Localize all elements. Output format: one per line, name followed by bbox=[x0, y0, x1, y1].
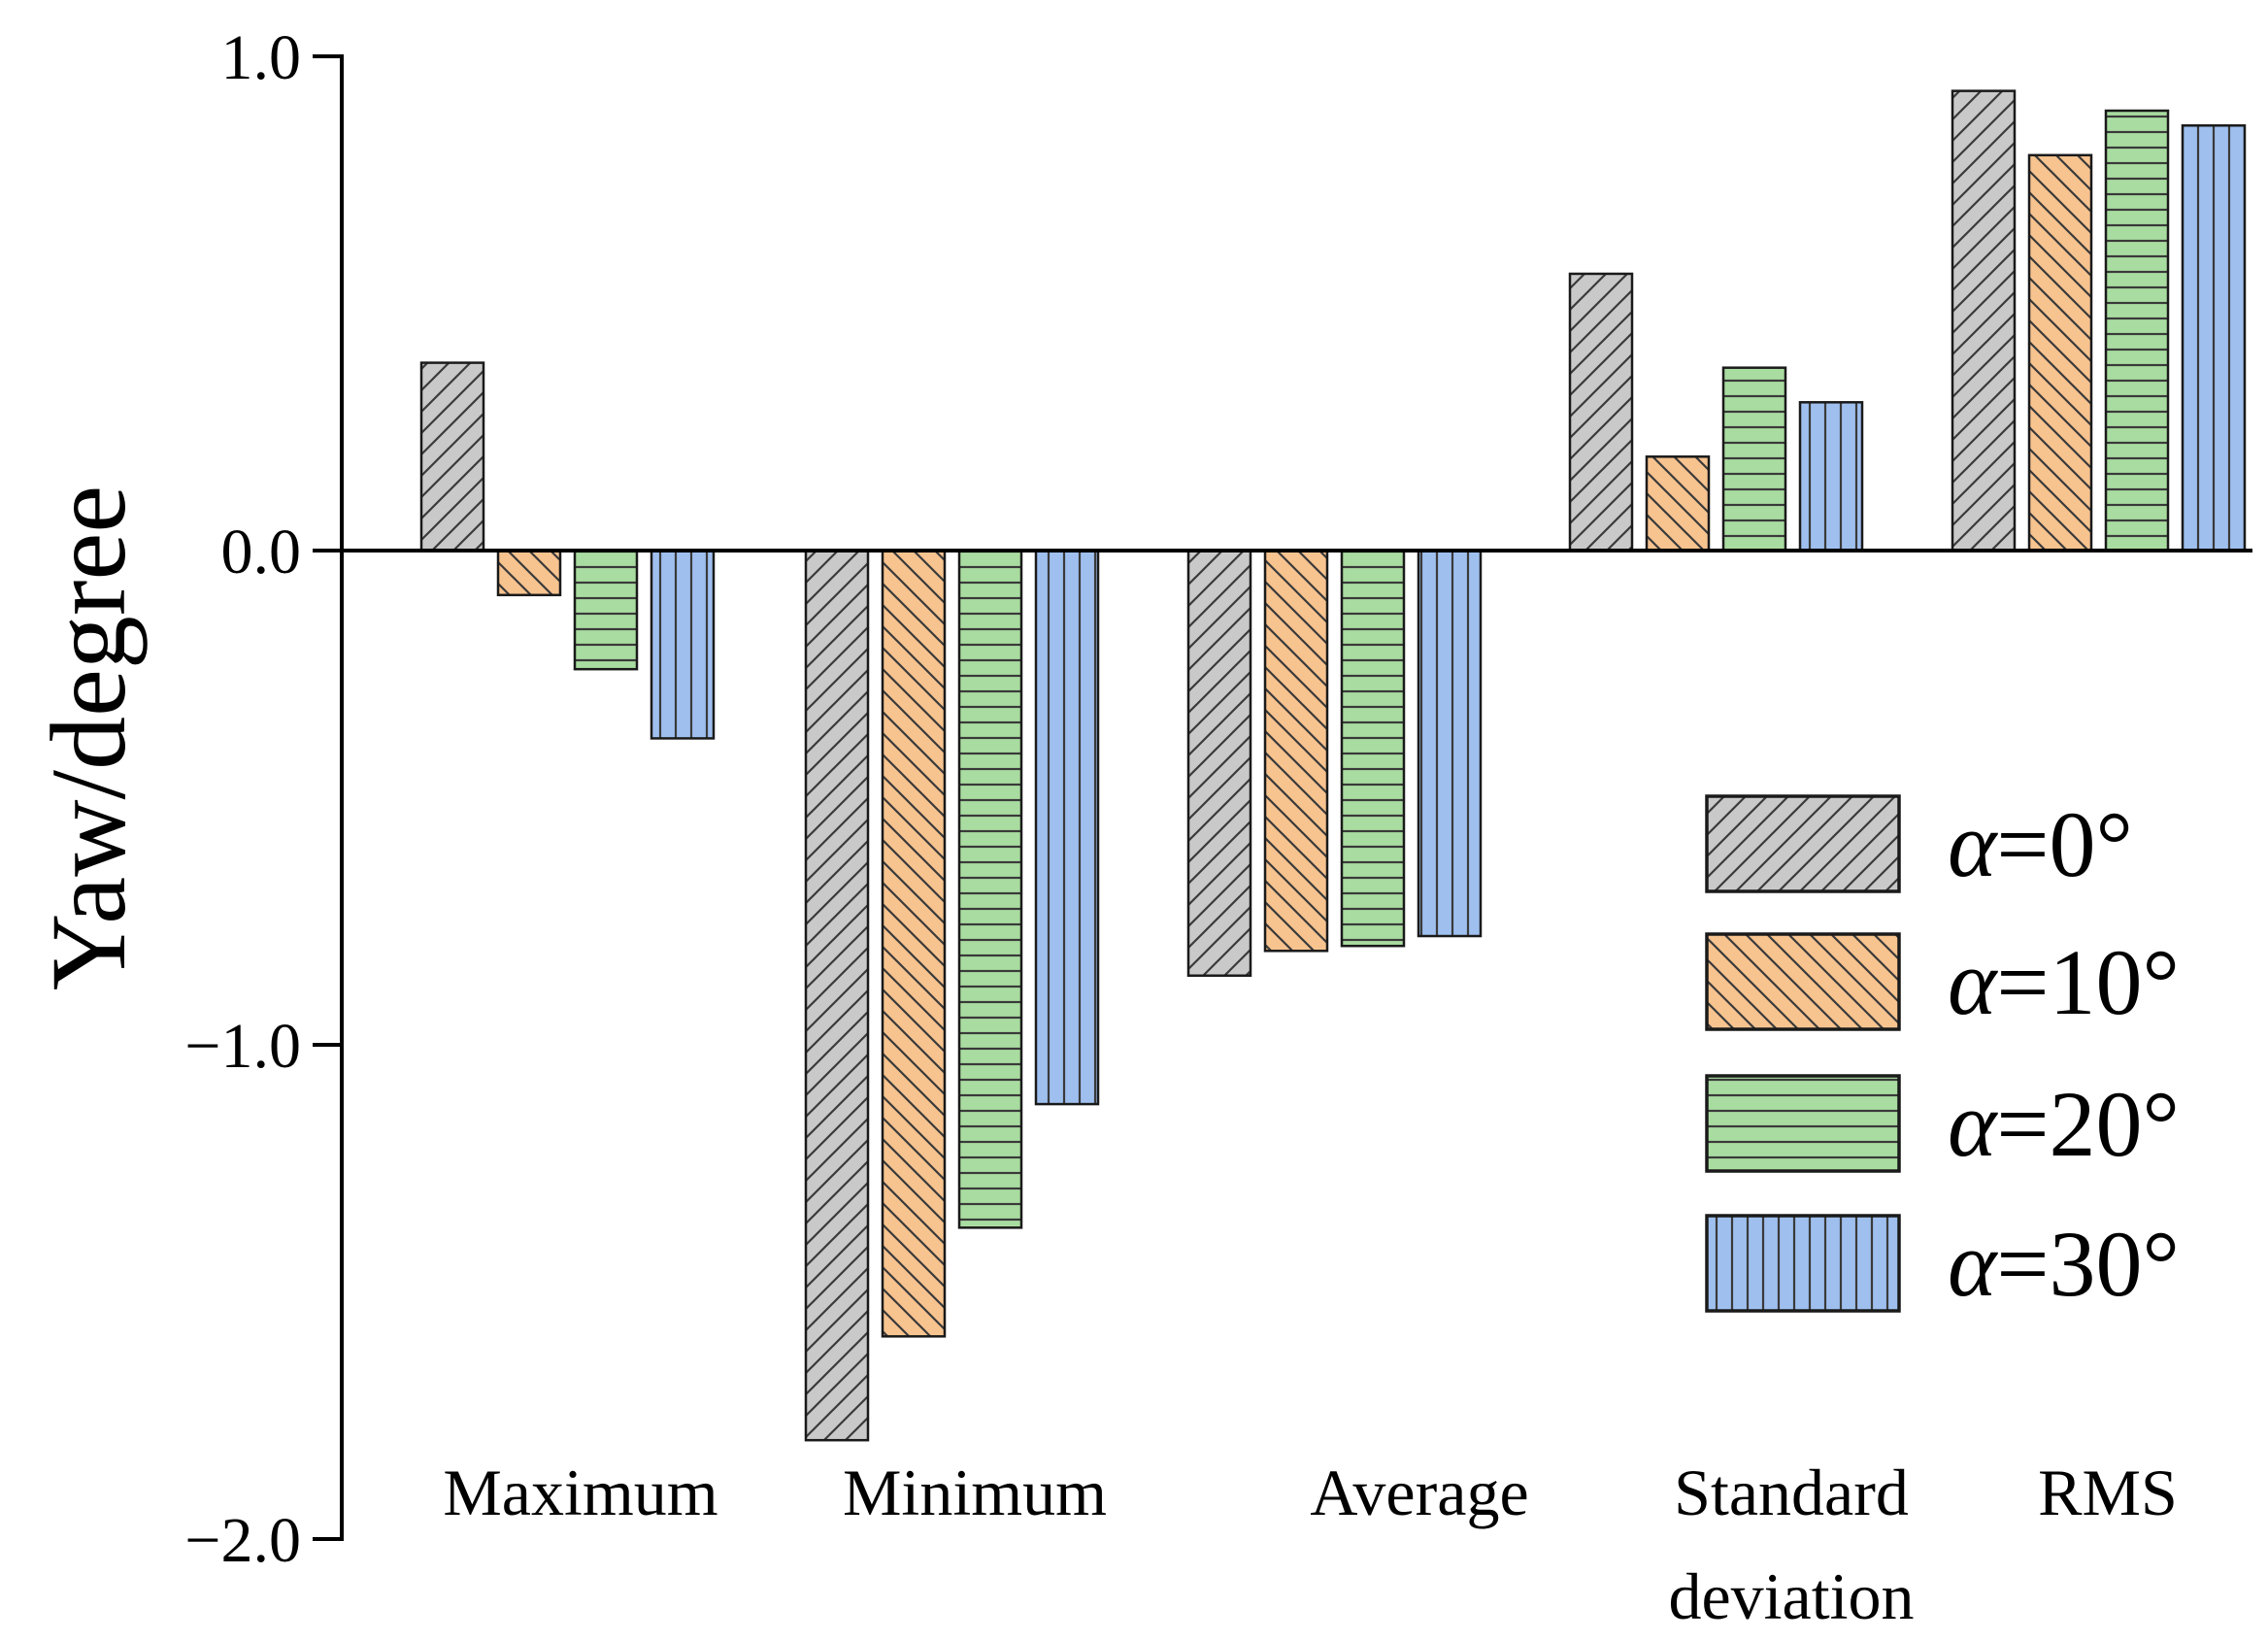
bar-average-series-3 bbox=[1417, 549, 1483, 938]
legend-label: α=20° bbox=[1948, 1072, 2180, 1176]
bars-group bbox=[419, 89, 2247, 1442]
bar-minimum-series-3 bbox=[1034, 549, 1100, 1106]
legend-label: α=0° bbox=[1948, 792, 2133, 896]
bar-rms-series-2 bbox=[2104, 109, 2170, 553]
bar-maximum-series-2 bbox=[573, 549, 639, 671]
y-tick-label: −2.0 bbox=[184, 1505, 301, 1576]
bar-rms-series-1 bbox=[2027, 153, 2093, 553]
axes-group: 1.0 0.0 −1.0 −2.0 bbox=[184, 22, 2252, 1576]
legend-label: α=10° bbox=[1948, 930, 2180, 1034]
legend-label: α=30° bbox=[1948, 1212, 2180, 1316]
bar-standard-series-2 bbox=[1721, 366, 1787, 553]
x-category-label: Standard bbox=[1674, 1456, 1909, 1529]
bar-minimum-series-0 bbox=[804, 549, 870, 1442]
legend-swatch bbox=[1705, 1214, 1901, 1313]
bar-standard-series-3 bbox=[1798, 401, 1864, 553]
x-category-label: Minimum bbox=[843, 1456, 1107, 1529]
bar-minimum-series-1 bbox=[881, 549, 947, 1338]
x-category-label: Maximum bbox=[443, 1456, 717, 1529]
category-labels: Maximum Minimum Average Standard deviation RM… bbox=[443, 1456, 2177, 1633]
legend-swatch bbox=[1705, 794, 1901, 893]
bar-minimum-series-2 bbox=[957, 549, 1023, 1229]
x-category-label: RMS bbox=[2038, 1456, 2178, 1529]
bar-maximum-series-0 bbox=[419, 361, 485, 553]
bar-average-series-0 bbox=[1186, 549, 1252, 977]
bar-rms-series-3 bbox=[2181, 124, 2247, 553]
legend: α=0° α=10° α=20° α=30° bbox=[1705, 792, 2180, 1316]
y-tick-label: 1.0 bbox=[221, 22, 302, 93]
bar-rms-series-0 bbox=[1951, 89, 2017, 553]
bar-standard-series-1 bbox=[1645, 455, 1711, 553]
x-category-label-line2: deviation bbox=[1668, 1559, 1914, 1633]
bar-maximum-series-3 bbox=[650, 549, 716, 740]
legend-swatch bbox=[1705, 1074, 1901, 1173]
legend-swatch bbox=[1705, 932, 1901, 1031]
bar-average-series-1 bbox=[1263, 549, 1329, 953]
x-category-label: Average bbox=[1310, 1456, 1528, 1529]
bar-standard-series-0 bbox=[1568, 272, 1634, 553]
y-tick-label: −1.0 bbox=[184, 1011, 301, 1082]
y-tick-label: 0.0 bbox=[221, 517, 302, 587]
bar-maximum-series-1 bbox=[496, 549, 562, 597]
y-axis-label: Yaw/degree bbox=[29, 486, 148, 990]
bar-average-series-2 bbox=[1340, 549, 1406, 948]
